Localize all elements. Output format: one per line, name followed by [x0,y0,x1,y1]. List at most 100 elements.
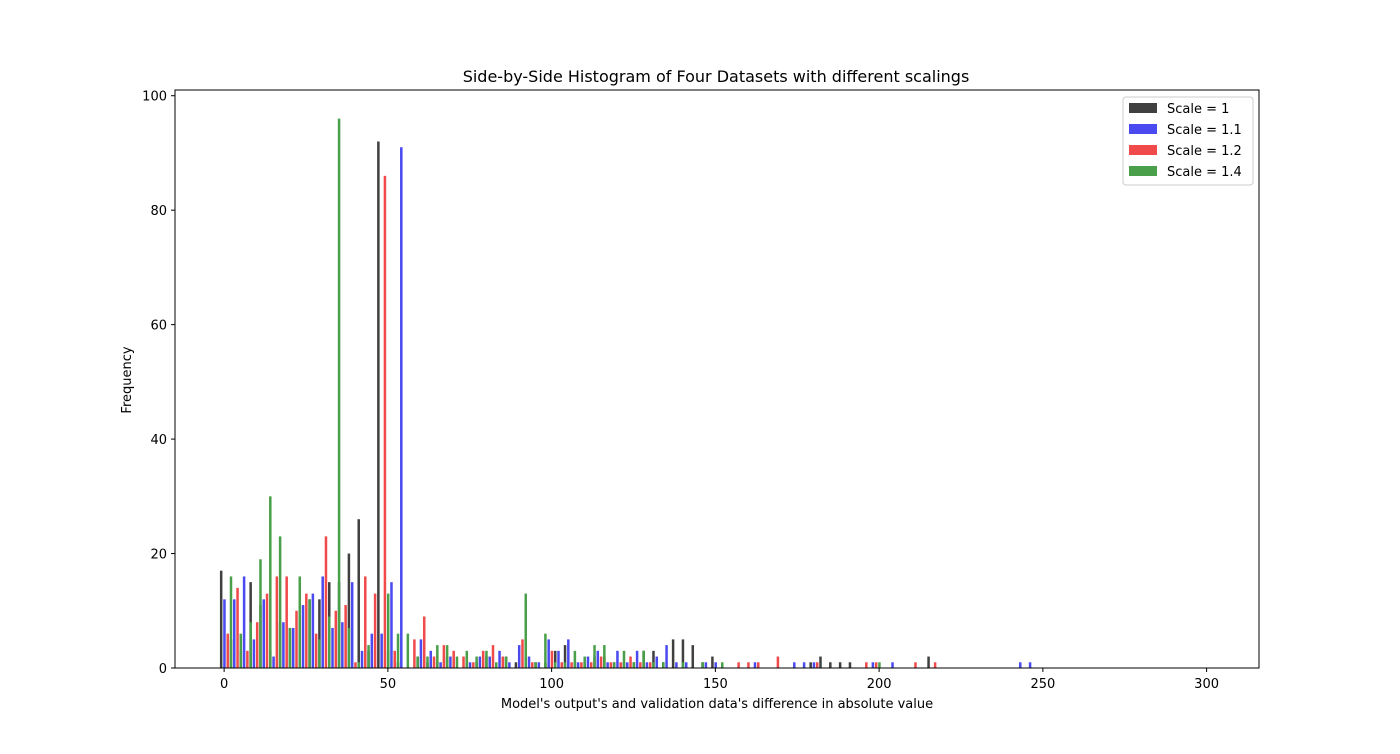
bar-series-2-bin-30 [521,639,524,668]
y-axis-ticks: 0 20 40 60 80 100 [142,90,175,677]
bar-series-2-bin-52 [914,662,917,668]
bar-series-3-bin-11 [337,118,341,669]
bar-series-2-bin-28 [501,656,505,668]
bar-series-1-bin-25 [468,662,472,668]
x-tick-label-5: 250 [1030,677,1055,692]
bar-series-1-bin-57 [1028,662,1032,668]
bar-series-2-bin-36 [580,662,583,668]
y-tick-label-4: 80 [150,204,167,219]
bar-series-1-bin-26 [478,656,482,668]
legend-label-scale-1-1: Scale = 1.1 [1167,123,1242,138]
bar-series-1-bin-10 [321,576,324,668]
bar-series-2-bin-3 [255,622,259,668]
bar-series-2-bin-7 [295,610,298,668]
bar-series-1-bin-54 [871,662,875,668]
bar-series-1-bin-11 [331,627,334,668]
bar-series-3-bin-18 [406,633,410,668]
bar-series-2-bin-39 [609,662,613,668]
bar-series-1-bin-48 [704,662,708,668]
bar-series-3-bin-47 [720,662,724,668]
bar-series-3-bin-41 [632,662,636,668]
bar-series-2-bin-4 [265,593,269,668]
bar-series-1-bin-49 [714,662,717,668]
legend-label-scale-1-4: Scale = 1.4 [1167,165,1242,180]
bar-series-1-bin-7 [291,627,295,668]
bar-series-0-bin-54 [838,662,842,668]
bar-series-1-bin-45 [665,645,668,668]
bar-series-3-bin-1 [239,633,243,668]
x-tick-label-4: 200 [867,677,892,692]
bar-series-3-bin-44 [662,662,665,668]
bar-series-0-bin-10 [318,599,321,668]
bar-series-3-bin-27 [495,662,498,668]
bar-series-1-bin-21 [429,650,433,668]
bar-series-3-bin-13 [357,662,360,668]
x-tick-label-1: 50 [380,677,397,692]
bar-series-0-bin-55 [848,662,852,668]
bar-series-2-bin-38 [599,656,603,668]
bar-series-1-bin-39 [606,662,609,668]
bar-series-2-bin-51 [874,662,878,668]
legend-swatch-scale-1-4 [1129,166,1157,176]
bar-series-2-bin-0 [226,633,229,668]
bar-series-3-bin-31 [534,662,537,668]
bar-series-0-bin-56 [927,656,930,668]
bar-series-3-bin-30 [524,593,527,668]
bar-series-1-bin-43 [645,662,649,668]
bar-series-1-bin-22 [439,662,442,668]
bar-series-2-bin-49 [815,662,819,668]
bar-series-3-bin-39 [612,662,616,668]
legend-box [1122,96,1254,186]
bar-series-2-bin-14 [364,576,367,668]
bar-series-3-bin-8 [308,599,311,668]
y-tick-label-1: 20 [150,548,167,563]
bar-series-3-bin-42 [642,650,645,668]
bar-series-1-bin-5 [272,656,275,668]
bar-series-2-bin-6 [285,576,288,668]
bar-series-2-bin-16 [383,175,387,668]
bar-series-1-bin-16 [380,633,383,668]
bar-series-0-bin-14 [357,519,360,668]
bar-series-1-bin-3 [252,639,256,668]
bar-series-1-bin-50 [753,662,757,668]
plot-area-frame [174,89,1260,669]
bar-series-0-bin-51 [809,662,812,668]
bar-series-3-bin-7 [298,576,302,668]
bar-series-3-bin-38 [603,645,606,668]
bar-series-3-bin-37 [593,645,596,668]
bar-series-0-bin-16 [377,141,380,668]
bar-series-1-bin-32 [537,662,541,668]
bar-series-1-bin-34 [557,650,560,668]
bar-series-2-bin-47 [757,662,760,668]
bar-series-1-bin-4 [262,599,266,668]
bar-series-3-bin-35 [573,650,577,668]
bars-layer [219,118,1032,669]
bar-series-3-bin-45 [681,662,685,668]
bar-series-1-bin-28 [498,650,501,668]
bar-series-1-bin-52 [802,662,806,668]
bar-series-1-bin-1 [233,599,236,668]
bar-series-1-bin-23 [449,656,452,668]
bar-series-1-bin-9 [311,593,315,668]
bar-series-1-bin-56 [1019,662,1022,668]
bar-series-1-bin-17 [390,582,393,668]
bar-series-3-bin-12 [347,627,351,668]
legend: Scale = 1 Scale = 1.1 Scale = 1.2 Scale … [1122,96,1254,186]
bar-series-2-bin-41 [629,656,632,668]
bar-series-1-bin-53 [812,662,816,668]
bar-series-2-bin-37 [589,662,593,668]
x-tick-label-2: 100 [539,677,564,692]
bar-series-3-bin-25 [475,656,478,668]
bar-series-3-bin-24 [465,650,469,668]
bar-series-3-bin-34 [563,662,567,668]
y-axis-label: Frequency [120,346,135,413]
bar-series-2-bin-2 [246,650,249,668]
bar-series-0-bin-46 [671,639,675,668]
bar-series-2-bin-46 [747,662,750,668]
y-tick-label-3: 60 [150,319,167,334]
bar-series-2-bin-17 [393,650,396,668]
bar-series-0-bin-48 [691,645,695,668]
bar-series-1-bin-42 [635,650,639,668]
x-tick-label-6: 300 [1194,677,1219,692]
bar-series-2-bin-53 [933,662,937,668]
